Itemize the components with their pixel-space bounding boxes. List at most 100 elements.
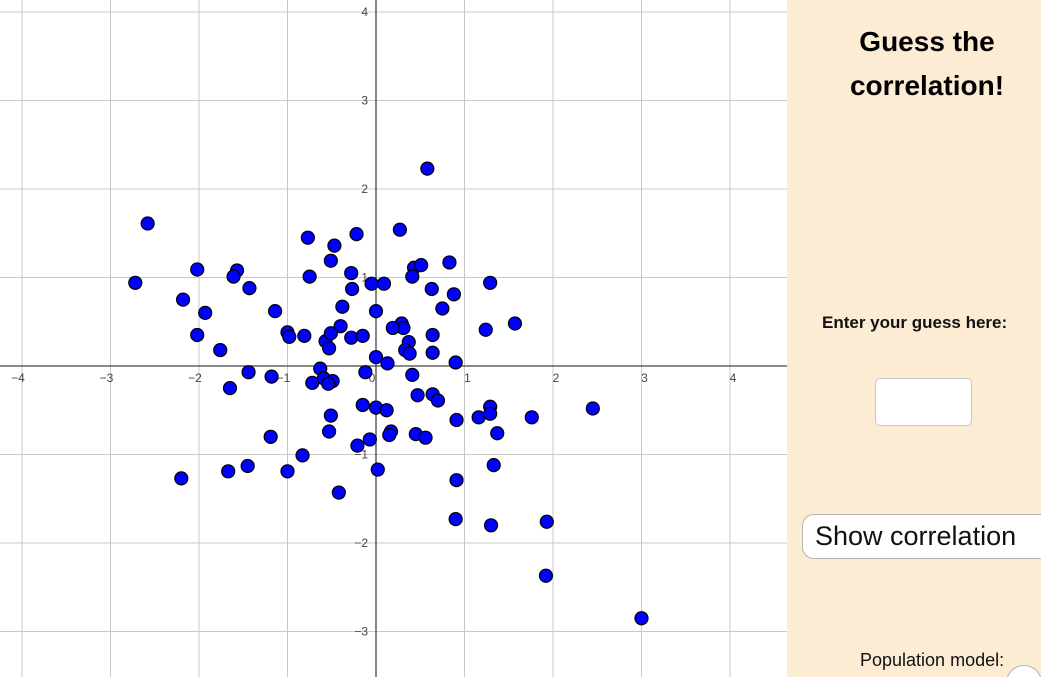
data-point — [297, 328, 312, 344]
data-point — [368, 350, 384, 365]
data-point — [478, 322, 493, 337]
data-point — [414, 258, 429, 273]
data-point — [446, 287, 461, 302]
data-point — [449, 473, 464, 488]
data-point — [323, 253, 338, 268]
axes — [0, 0, 787, 677]
data-point — [368, 304, 384, 319]
x-tick-label: −2 — [188, 371, 202, 385]
y-tick-label: 4 — [361, 5, 368, 19]
data-point — [190, 262, 205, 277]
data-point — [226, 269, 241, 284]
data-point — [425, 345, 440, 360]
data-point — [376, 276, 392, 291]
data-point — [435, 301, 450, 316]
data-point — [302, 269, 317, 284]
data-point — [539, 514, 554, 529]
data-point — [327, 238, 342, 253]
data-point — [331, 485, 346, 500]
x-tick-label: 1 — [464, 371, 471, 385]
data-point — [213, 342, 228, 358]
data-point — [305, 375, 320, 390]
data-point — [345, 281, 360, 297]
data-point — [268, 304, 283, 319]
data-point — [370, 462, 385, 477]
data-point — [402, 346, 417, 361]
grid-lines — [0, 0, 787, 677]
y-tick-label: −2 — [354, 536, 368, 550]
y-tick-label: 2 — [361, 182, 368, 196]
data-point — [379, 403, 394, 418]
data-point — [483, 275, 498, 290]
data-point — [424, 281, 439, 297]
x-tick-label: −3 — [100, 371, 114, 385]
data-point — [240, 458, 255, 474]
data-point — [364, 276, 379, 291]
population-model-toggle[interactable] — [1006, 665, 1041, 677]
data-point — [321, 376, 336, 391]
data-points — [128, 161, 649, 626]
data-point — [198, 305, 213, 320]
data-point — [362, 432, 377, 447]
data-point — [538, 568, 554, 583]
data-point — [490, 426, 505, 441]
data-point — [344, 330, 359, 345]
data-point — [280, 464, 295, 479]
data-point — [221, 464, 236, 479]
data-point — [295, 448, 310, 463]
data-point — [442, 255, 457, 270]
graph-view[interactable]: −4 −3 −2 −1 0 1 2 3 4 4 3 2 1 −1 −2 −3 — [0, 0, 787, 677]
data-point — [190, 327, 205, 343]
data-point — [410, 388, 425, 403]
x-tick-label: 3 — [641, 371, 648, 385]
data-point — [425, 327, 440, 343]
data-point — [263, 429, 278, 444]
data-point — [355, 397, 370, 413]
data-point — [507, 316, 523, 331]
x-tick-label: −1 — [277, 371, 291, 385]
data-point — [323, 326, 338, 341]
guess-input[interactable] — [875, 378, 972, 426]
data-point — [241, 365, 256, 380]
data-point — [333, 319, 348, 334]
y-tick-label: 1 — [361, 271, 368, 285]
data-point — [128, 275, 143, 290]
data-point — [486, 458, 501, 473]
data-point — [358, 365, 373, 380]
data-point — [344, 265, 359, 281]
data-point — [321, 424, 337, 439]
x-tick-label: 4 — [730, 371, 737, 385]
data-point — [300, 230, 315, 245]
show-correlation-button[interactable]: Show correlation — [802, 514, 1041, 559]
data-point — [380, 356, 395, 371]
data-point — [418, 430, 433, 445]
x-tick-label: 0 — [369, 371, 376, 385]
data-point — [335, 299, 350, 314]
data-point — [242, 281, 257, 296]
x-tick-label: −4 — [11, 371, 25, 385]
data-point — [405, 367, 420, 382]
data-point — [448, 355, 463, 370]
data-point — [382, 427, 397, 443]
data-point — [449, 412, 464, 428]
data-point — [321, 341, 337, 356]
data-point — [140, 216, 155, 231]
data-point — [282, 329, 297, 344]
data-point — [349, 227, 364, 242]
data-point — [174, 471, 189, 486]
data-point — [524, 410, 539, 425]
data-point — [405, 269, 420, 284]
data-point — [392, 222, 407, 237]
y-tick-label: −3 — [354, 625, 368, 639]
data-point — [420, 161, 435, 176]
data-point — [385, 320, 400, 336]
data-point — [175, 292, 191, 307]
x-tick-label: 2 — [553, 371, 560, 385]
data-point — [585, 401, 600, 416]
side-panel: Guess the correlation! Enter your guess … — [787, 0, 1041, 677]
y-tick-label: 3 — [361, 94, 368, 108]
data-point — [430, 393, 446, 408]
guess-label: Enter your guess here: — [822, 313, 1008, 332]
